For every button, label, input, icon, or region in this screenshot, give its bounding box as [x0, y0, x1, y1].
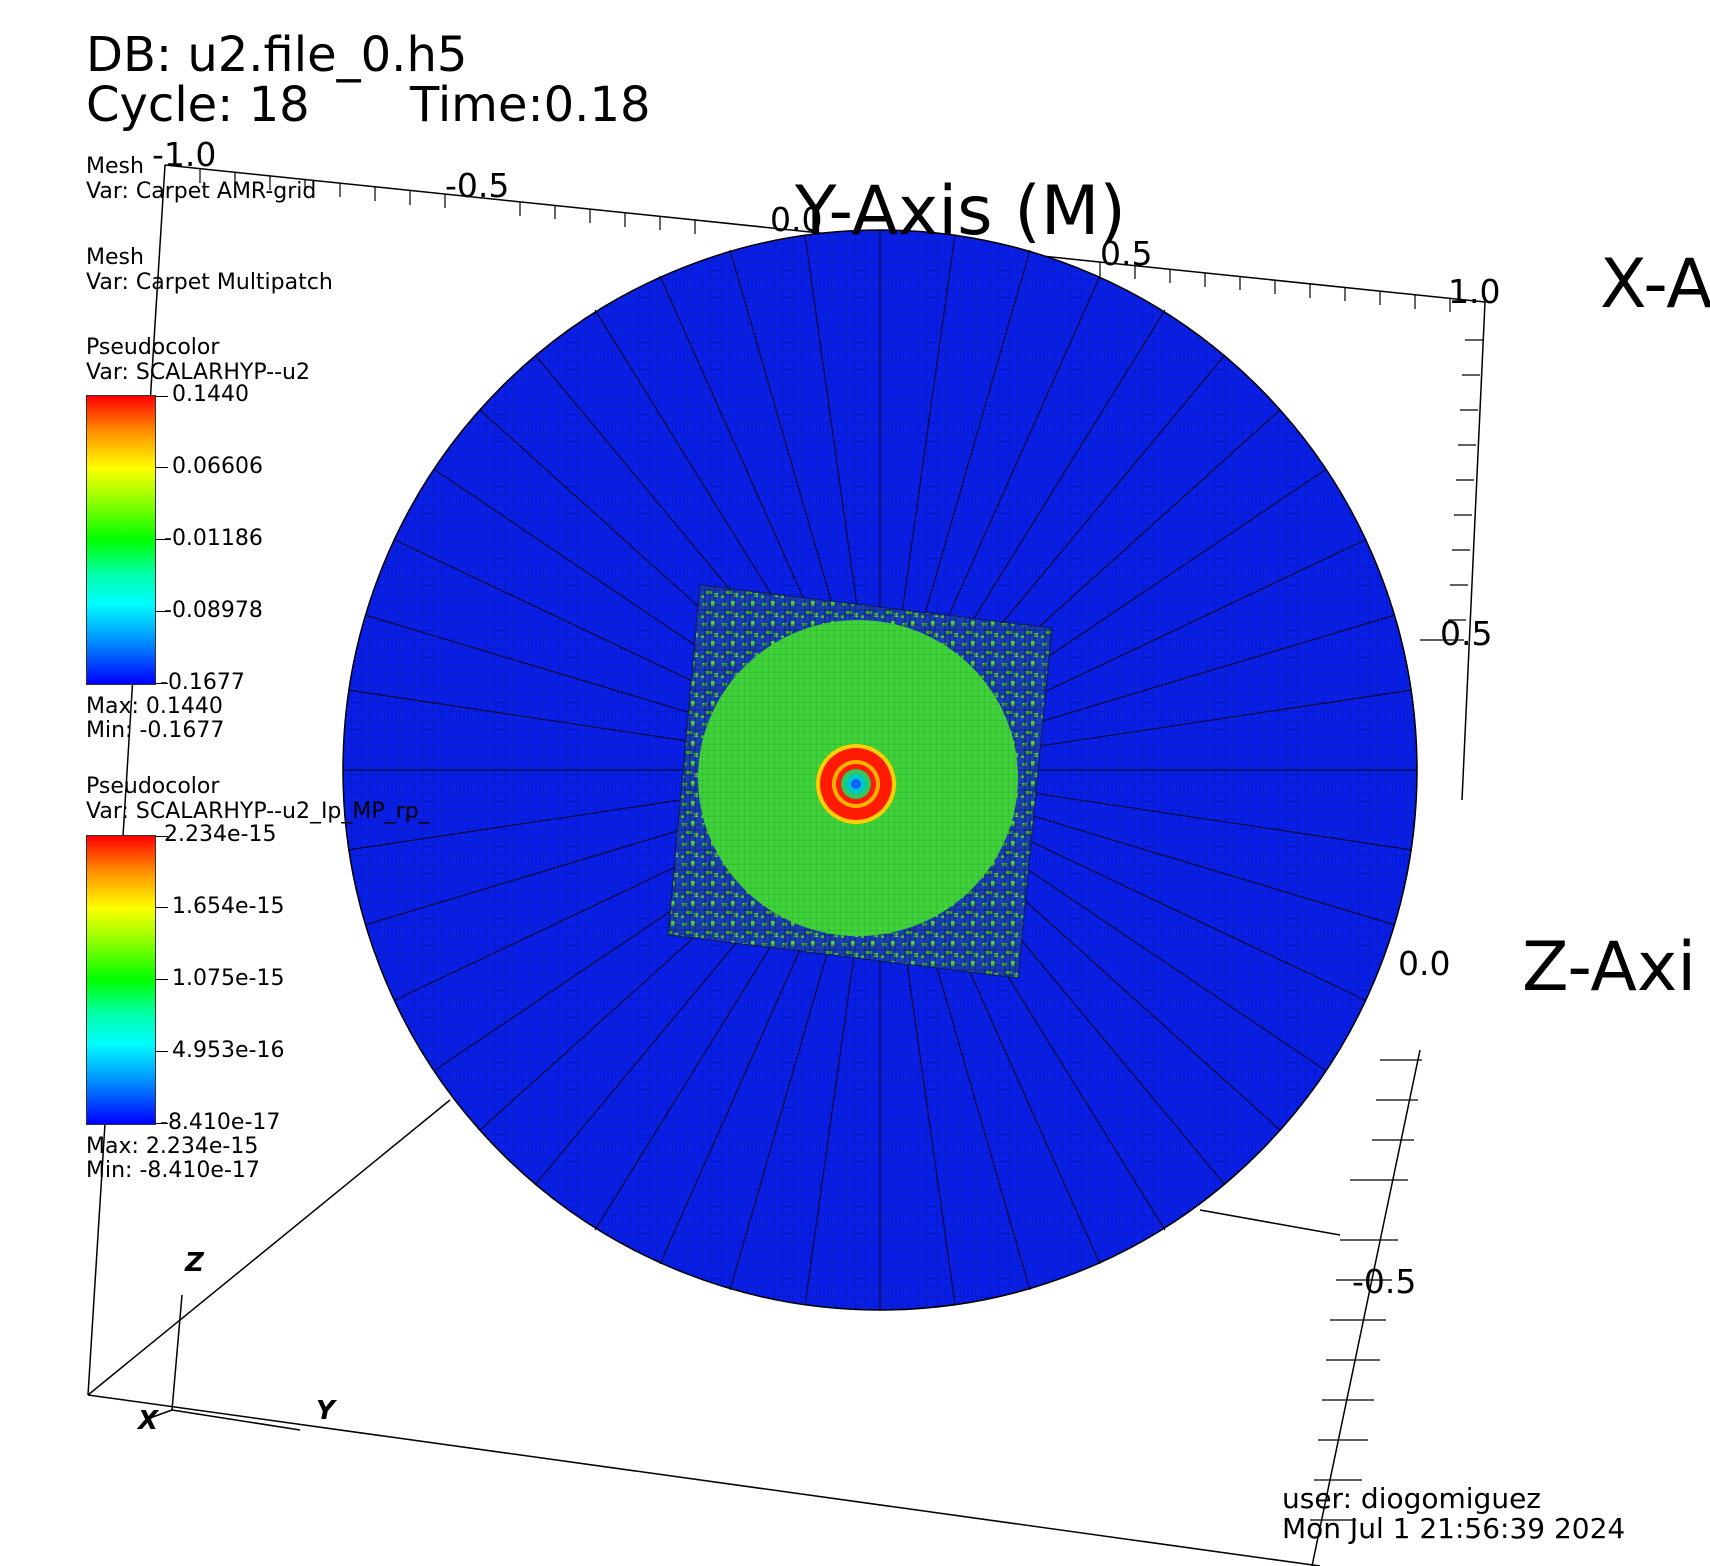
- legend-pc2-var: Var: SCALARHYP--u2_Ip_MP_rp_: [86, 799, 430, 824]
- date-label: Mon Jul 1 21:56:39 2024: [1282, 1512, 1626, 1545]
- y-tick-neg05: -0.5: [445, 166, 510, 205]
- y-axis-title: Y-Axis (M): [795, 172, 1126, 251]
- db-label: DB: u2.file_0.h5: [86, 27, 468, 83]
- legend-pc2-tick-0: 2.234e-15: [164, 822, 277, 847]
- z-axis-title: Z-Axi: [1522, 928, 1697, 1007]
- legend-pc1-tick-4: -0.1677: [160, 670, 245, 695]
- time-label: Time:0.18: [410, 77, 651, 133]
- legend-pc2-tick-3: 4.953e-16: [172, 1038, 285, 1063]
- legend-pc2-tick-2: 1.075e-15: [172, 966, 285, 991]
- triad-y-label: Y: [316, 1396, 335, 1426]
- legend-pc1-var: Var: SCALARHYP--u2: [86, 360, 310, 385]
- z-tick-0: 0.0: [1398, 944, 1451, 983]
- legend-mesh-mp-title: Mesh: [86, 245, 144, 270]
- axis-triad: [149, 1294, 301, 1431]
- triad-z-label: Z: [185, 1248, 204, 1278]
- legend-pc2-colorbar: [86, 835, 156, 1125]
- z-tick-05: 0.5: [1440, 614, 1493, 653]
- legend-pc1-tick-2: -0.01186: [164, 526, 263, 551]
- legend-mesh-amr-var: Var: Carpet AMR-grid: [86, 179, 317, 204]
- legend-pc1-tick-0: 0.1440: [172, 382, 249, 407]
- pulse-ring: [816, 744, 896, 824]
- legend-pc2-tick-4: -8.410e-17: [160, 1110, 281, 1135]
- legend-mesh-mp-var: Var: Carpet Multipatch: [86, 270, 333, 295]
- legend-pc1-max: Max: 0.1440: [86, 694, 223, 719]
- z-axis-ticks: [1310, 339, 1483, 1521]
- user-label: user: diogomiguez: [1282, 1482, 1541, 1515]
- cycle-label: Cycle: 18: [86, 77, 310, 133]
- y-tick-0: 0.0: [770, 200, 823, 239]
- legend-pc2-title: Pseudocolor: [86, 774, 220, 799]
- x-axis-title: X-A: [1600, 245, 1710, 324]
- legend-mesh-amr-title: Mesh: [86, 154, 144, 179]
- y-tick-1: 1.0: [1448, 272, 1501, 311]
- y-axis-ticks: [199, 169, 1451, 312]
- legend-pc2-min: Min: -8.410e-17: [86, 1158, 260, 1183]
- legend-pc2-max: Max: 2.234e-15: [86, 1134, 259, 1159]
- legend-pc1-tick-3: -0.08978: [164, 598, 263, 623]
- triad-x-label: X: [138, 1406, 159, 1436]
- legend-pc1-min: Min: -0.1677: [86, 718, 225, 743]
- legend-pc1-colorbar: [86, 395, 156, 685]
- y-tick-neg1: -1.0: [152, 135, 217, 174]
- legend-pc2-tick-1: 1.654e-15: [172, 894, 285, 919]
- legend-pc1-tick-1: 0.06606: [172, 454, 263, 479]
- y-tick-05: 0.5: [1100, 234, 1153, 273]
- legend-pc1-title: Pseudocolor: [86, 335, 220, 360]
- z-tick-neg05: -0.5: [1352, 1262, 1417, 1301]
